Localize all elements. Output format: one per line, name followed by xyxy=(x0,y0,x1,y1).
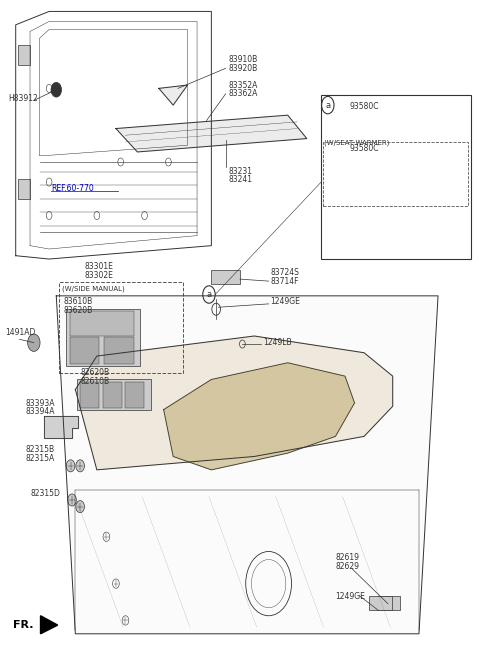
Text: 82315B: 82315B xyxy=(25,446,54,454)
Text: 83910B: 83910B xyxy=(228,55,257,65)
Bar xyxy=(70,310,133,336)
Bar xyxy=(211,269,240,284)
Bar xyxy=(416,149,449,174)
Polygon shape xyxy=(116,115,307,152)
Circle shape xyxy=(76,460,84,472)
Text: 83301E: 83301E xyxy=(85,262,114,271)
Text: (W/SIDE MANUAL): (W/SIDE MANUAL) xyxy=(62,286,125,292)
FancyBboxPatch shape xyxy=(333,113,462,138)
Polygon shape xyxy=(164,363,355,470)
Bar xyxy=(378,595,400,610)
Bar xyxy=(369,595,392,610)
Bar xyxy=(337,149,370,174)
Polygon shape xyxy=(75,336,393,470)
Text: 1491AD: 1491AD xyxy=(5,329,36,337)
Text: 1249GE: 1249GE xyxy=(270,298,300,306)
Text: 83724S: 83724S xyxy=(270,268,299,277)
Bar xyxy=(416,114,449,137)
Polygon shape xyxy=(56,296,438,634)
Text: 83352A: 83352A xyxy=(228,81,257,90)
FancyBboxPatch shape xyxy=(77,380,151,410)
Bar xyxy=(18,45,30,65)
Bar xyxy=(103,382,121,408)
Polygon shape xyxy=(40,616,58,634)
Circle shape xyxy=(68,494,76,506)
Text: 83714F: 83714F xyxy=(270,277,299,286)
Text: 82315A: 82315A xyxy=(25,454,55,463)
Circle shape xyxy=(28,334,40,351)
Bar xyxy=(104,337,133,364)
Text: 82629: 82629 xyxy=(336,562,360,571)
Text: 83393A: 83393A xyxy=(25,398,55,408)
Text: 82619: 82619 xyxy=(336,553,360,562)
Text: REF.60-770: REF.60-770 xyxy=(51,184,94,194)
Text: 83231: 83231 xyxy=(228,167,252,175)
FancyBboxPatch shape xyxy=(321,95,471,259)
Text: 93580C: 93580C xyxy=(350,144,379,153)
Bar xyxy=(337,114,370,137)
Text: 83610B: 83610B xyxy=(63,296,93,306)
Bar xyxy=(376,175,410,201)
Bar xyxy=(376,149,410,174)
Text: 82610B: 82610B xyxy=(80,377,109,386)
FancyBboxPatch shape xyxy=(66,309,140,366)
Text: a: a xyxy=(325,101,330,110)
Bar xyxy=(376,114,410,137)
Circle shape xyxy=(66,460,75,472)
Bar xyxy=(70,337,99,364)
FancyBboxPatch shape xyxy=(333,147,462,202)
Text: 1249GE: 1249GE xyxy=(336,591,365,601)
Bar xyxy=(80,382,99,408)
Text: 82315D: 82315D xyxy=(30,489,60,498)
Text: FR.: FR. xyxy=(13,620,34,630)
Text: 83394A: 83394A xyxy=(25,407,55,417)
Text: 82620B: 82620B xyxy=(80,368,109,377)
Text: H83912: H83912 xyxy=(9,94,38,103)
Text: 83362A: 83362A xyxy=(228,89,257,98)
Circle shape xyxy=(76,501,84,513)
Circle shape xyxy=(51,83,61,97)
Bar xyxy=(18,179,30,199)
Text: 83920B: 83920B xyxy=(228,64,257,73)
Text: (W/SEAT WARMER): (W/SEAT WARMER) xyxy=(324,140,389,146)
Bar xyxy=(125,382,144,408)
Text: 1249LB: 1249LB xyxy=(263,337,291,347)
Text: 83241: 83241 xyxy=(228,175,252,184)
Text: 83302E: 83302E xyxy=(85,271,114,280)
Bar xyxy=(416,175,449,201)
Text: 93580C: 93580C xyxy=(350,102,379,111)
Polygon shape xyxy=(44,417,78,437)
Polygon shape xyxy=(159,85,188,105)
Bar xyxy=(337,175,370,201)
Text: 83620B: 83620B xyxy=(63,306,93,315)
Text: a: a xyxy=(206,290,212,299)
